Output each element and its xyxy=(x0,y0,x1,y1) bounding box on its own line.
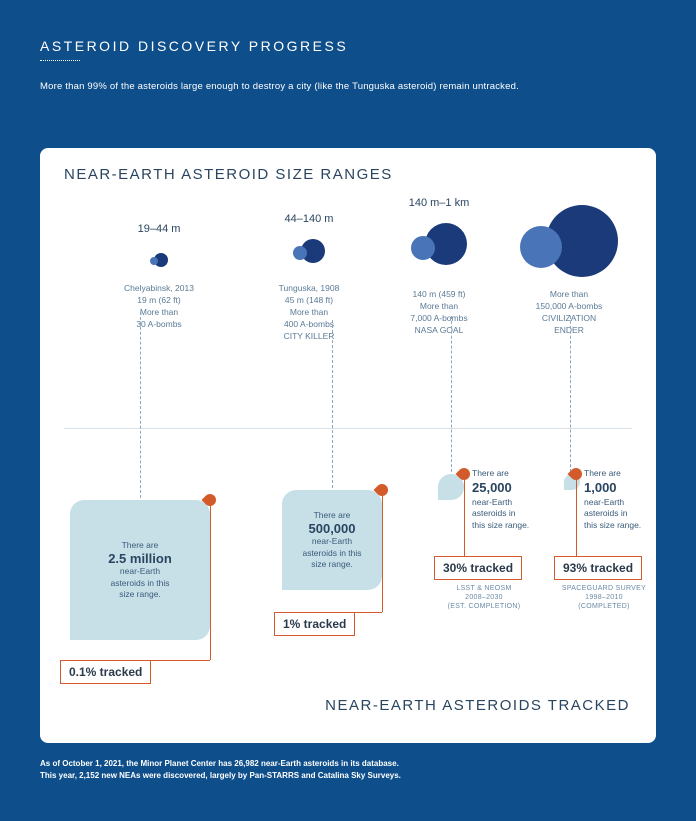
footer-line-1: As of October 1, 2021, the Minor Planet … xyxy=(40,758,401,770)
footer-text: As of October 1, 2021, the Minor Planet … xyxy=(40,758,401,781)
asteroid-info: Chelyabinsk, 201319 m (62 ft)More than30… xyxy=(94,283,224,331)
page-title: ASTEROID DISCOVERY PROGRESS xyxy=(40,38,656,54)
footer-line-2: This year, 2,152 new NEAs were discovere… xyxy=(40,770,401,782)
connector-orange xyxy=(464,474,465,556)
size-ranges-row: 19–44 m Chelyabinsk, 201319 m (62 ft)More… xyxy=(64,183,632,433)
tracked-badge-1: 1% tracked xyxy=(274,612,355,636)
page-subtitle: More than 99% of the asteroids large eno… xyxy=(40,81,656,92)
section-divider xyxy=(64,428,632,429)
tracked-badge-0: 0.1% tracked xyxy=(60,660,151,684)
asteroid-circle-small xyxy=(411,236,435,260)
asteroid-circle-small xyxy=(293,246,307,260)
tracked-sub-2: LSST & NEOSM2008–2030(EST. COMPLETION) xyxy=(434,584,534,611)
connector-dashed xyxy=(570,316,571,472)
connector-dashed xyxy=(140,312,141,498)
range-label: 140 m–1 km xyxy=(374,197,504,209)
asteroid-circle-pair xyxy=(150,253,169,267)
size-ranges-section: NEAR-EARTH ASTEROID SIZE RANGES 19–44 m C… xyxy=(40,148,656,433)
tracked-title: NEAR-EARTH ASTEROIDS TRACKED xyxy=(325,697,630,714)
connector-dashed xyxy=(332,320,333,488)
count-text-3: There are1,000near-Earthasteroids inthis… xyxy=(584,468,641,531)
content-card: NEAR-EARTH ASTEROID SIZE RANGES 19–44 m C… xyxy=(40,148,656,743)
count-box-0: There are2.5 millionnear-Earthasteroids … xyxy=(70,500,210,640)
connector-orange xyxy=(382,490,383,612)
asteroid-circle-pair xyxy=(293,239,325,263)
tracked-section: NEAR-EARTH ASTEROIDS TRACKED There are2.… xyxy=(40,438,656,728)
tracked-sub-3: SPACEGUARD SURVEY1998–2010(COMPLETED) xyxy=(554,584,654,611)
range-label: 44–140 m xyxy=(244,213,374,225)
asteroid-circle-small xyxy=(150,257,158,265)
asteroid-info: More than150,000 A-bombsCIVILIZATIONENDE… xyxy=(504,289,634,337)
range-label: 19–44 m xyxy=(94,223,224,235)
connector-orange xyxy=(210,500,211,660)
connector-dashed xyxy=(451,316,452,472)
asteroid-circle-pair xyxy=(411,223,467,265)
asteroid-info: Tunguska, 190845 m (148 ft)More than400 … xyxy=(244,283,374,342)
count-text-2: There are25,000near-Earthasteroids inthi… xyxy=(472,468,529,531)
tracked-badge-2: 30% tracked xyxy=(434,556,522,580)
header: ASTEROID DISCOVERY PROGRESS More than 99… xyxy=(0,0,696,92)
count-box-1: There are500,000near-Earthasteroids in t… xyxy=(282,490,382,590)
title-underline xyxy=(40,60,80,61)
asteroid-info: 140 m (459 ft)More than7,000 A-bombsNASA… xyxy=(374,289,504,337)
size-ranges-title: NEAR-EARTH ASTEROID SIZE RANGES xyxy=(64,166,632,183)
connector-orange xyxy=(576,474,577,556)
tracked-badge-3: 93% tracked xyxy=(554,556,642,580)
asteroid-circle-pair xyxy=(520,205,617,277)
